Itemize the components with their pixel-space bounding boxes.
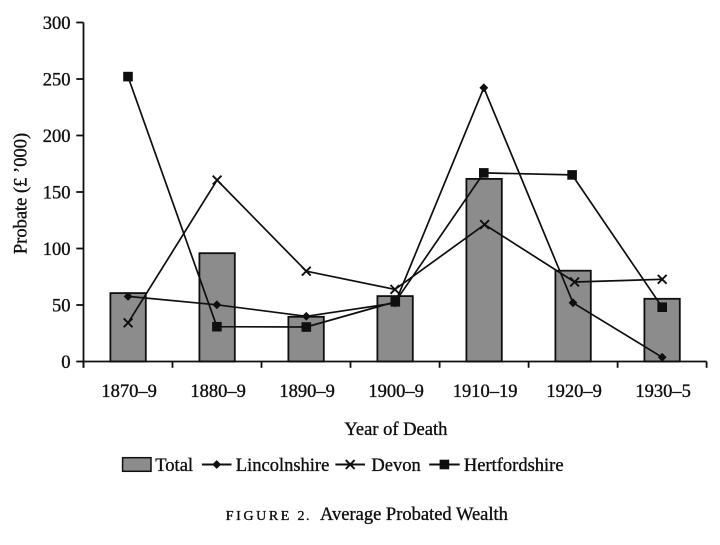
svg-text:FIGURE: FIGURE <box>226 509 292 524</box>
svg-text:1880–9: 1880–9 <box>190 382 246 402</box>
svg-text:300: 300 <box>43 14 71 34</box>
svg-text:1900–9: 1900–9 <box>368 382 424 402</box>
svg-text:1930–5: 1930–5 <box>635 382 691 402</box>
svg-text:2.: 2. <box>298 509 312 524</box>
svg-text:1910–19: 1910–19 <box>453 382 518 402</box>
svg-text:0: 0 <box>61 353 70 373</box>
svg-text:Probate (£ ’000): Probate (£ ’000) <box>12 133 32 254</box>
svg-text:Lincolnshire: Lincolnshire <box>236 456 330 476</box>
svg-text:Average Probated Wealth: Average Probated Wealth <box>320 505 508 525</box>
svg-text:Hertfordshire: Hertfordshire <box>464 456 564 476</box>
svg-text:250: 250 <box>43 70 71 90</box>
svg-text:1920–9: 1920–9 <box>546 382 602 402</box>
svg-text:Year of Death: Year of Death <box>344 420 447 440</box>
svg-text:200: 200 <box>43 127 71 147</box>
svg-text:1890–9: 1890–9 <box>279 382 335 402</box>
svg-text:1870–9: 1870–9 <box>101 382 157 402</box>
svg-text:50: 50 <box>52 296 71 316</box>
svg-text:100: 100 <box>43 240 71 260</box>
svg-text:Total: Total <box>155 456 193 476</box>
svg-text:Devon: Devon <box>371 456 420 476</box>
svg-text:150: 150 <box>43 183 71 203</box>
